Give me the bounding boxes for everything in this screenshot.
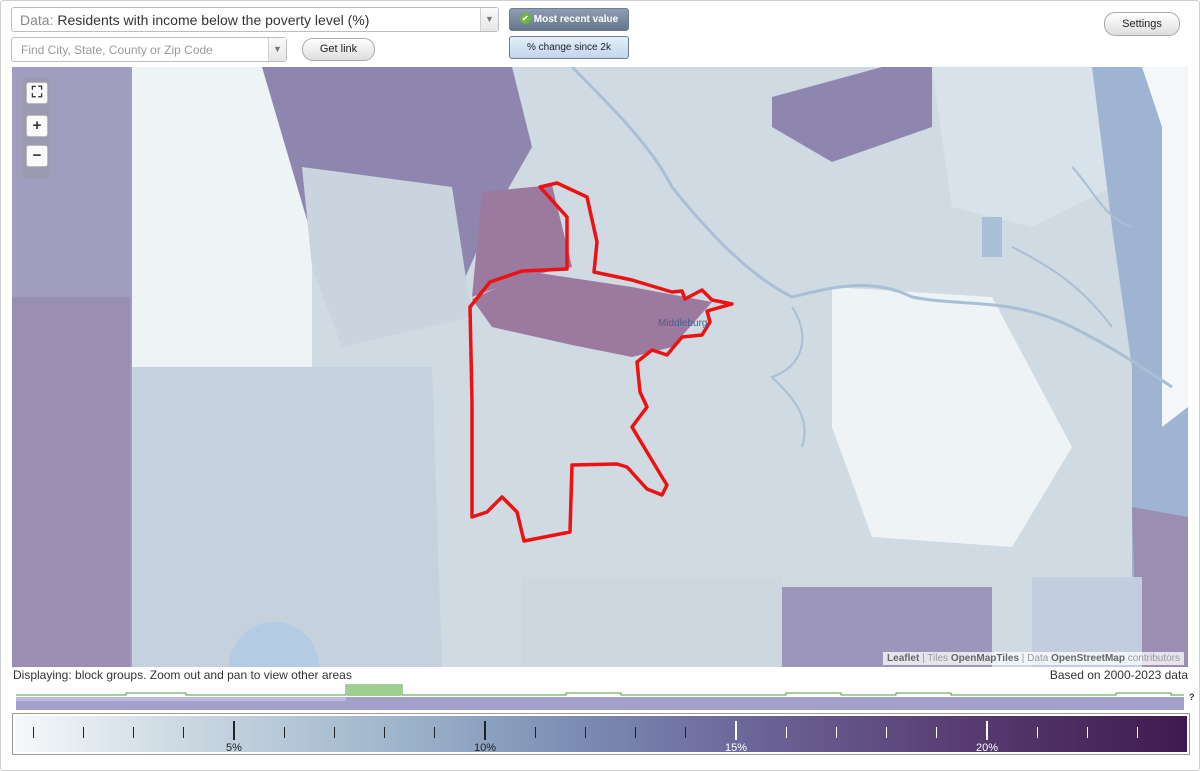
legend-tick — [635, 727, 636, 738]
most-recent-toggle[interactable]: ✔ Most recent value — [509, 8, 629, 31]
map-region[interactable] — [1142, 67, 1188, 427]
legend-tick — [986, 721, 988, 740]
legend-label: 10% — [473, 742, 497, 754]
fullscreen-icon[interactable]: ⛶ — [26, 82, 48, 104]
data-select[interactable]: Data: Residents with income below the po… — [11, 7, 499, 32]
legend-tick — [83, 727, 84, 738]
selected-area-boundary[interactable] — [468, 181, 734, 543]
legend-label: 5% — [226, 742, 242, 754]
settings-button[interactable]: Settings — [1104, 12, 1180, 36]
leaflet-link[interactable]: Leaflet — [887, 653, 920, 664]
zoom-in-button[interactable]: + — [26, 115, 48, 137]
data-select-label: Data: Residents with income below the po… — [20, 12, 370, 28]
legend-tick — [535, 727, 536, 738]
legend-label: 15% — [724, 742, 748, 754]
search-input[interactable] — [13, 39, 271, 60]
legend-tick — [1037, 727, 1038, 738]
openmaptiles-link[interactable]: OpenMapTiles — [950, 653, 1019, 664]
zoom-control: ⛶ + − — [22, 77, 50, 179]
pct-change-toggle[interactable]: % change since 2k — [509, 36, 629, 59]
legend-tick — [786, 727, 787, 738]
place-label: Middleburg — [658, 318, 708, 329]
creek — [1071, 166, 1133, 228]
legend-tick — [585, 727, 586, 738]
openstreetmap-link[interactable]: OpenStreetMap — [1051, 653, 1125, 664]
help-icon[interactable]: ? — [1189, 692, 1195, 702]
map-region[interactable] — [772, 67, 932, 162]
choropleth-map — [12, 67, 1188, 667]
map-region[interactable] — [1132, 507, 1188, 667]
pond — [982, 217, 1002, 257]
map-region[interactable] — [302, 167, 472, 347]
legend-tick — [233, 721, 235, 740]
river — [570, 67, 1173, 389]
map-view[interactable]: Middleburg ⛶ + − Leaflet | Tiles OpenMap… — [12, 67, 1188, 667]
map-region[interactable] — [12, 297, 130, 667]
legend-label: 20% — [975, 742, 999, 754]
map-region[interactable] — [132, 67, 312, 367]
map-region[interactable] — [832, 287, 1072, 547]
legend-tick — [434, 727, 435, 738]
map-region[interactable] — [522, 577, 782, 667]
data-range-note: Based on 2000-2023 data — [1049, 668, 1188, 682]
value-histogram — [16, 684, 1184, 710]
map-region[interactable] — [472, 272, 712, 357]
legend-tick — [685, 727, 686, 738]
legend-tick — [284, 727, 285, 738]
legend-tick — [384, 727, 385, 738]
check-icon: ✔ — [519, 13, 531, 24]
legend-tick — [334, 727, 335, 738]
map-attribution: Leaflet | Tiles OpenMapTiles | Data Open… — [883, 652, 1184, 665]
legend-tick — [735, 721, 737, 740]
legend-tick — [484, 721, 486, 740]
creek — [770, 306, 806, 448]
creek — [1011, 246, 1113, 328]
map-region[interactable] — [1032, 577, 1142, 667]
chevron-down-icon[interactable]: ▼ — [268, 38, 286, 61]
location-search[interactable]: ▼ — [11, 37, 287, 62]
legend-tick — [1087, 727, 1088, 738]
legend-tick — [1137, 727, 1138, 738]
legend-tick — [133, 727, 134, 738]
zoom-out-button[interactable]: − — [26, 145, 48, 167]
chevron-down-icon[interactable]: ▼ — [480, 8, 498, 31]
map-region[interactable] — [132, 367, 442, 667]
map-lake — [229, 622, 319, 667]
legend-tick — [836, 727, 837, 738]
color-legend: 5% 10% 15% 20% — [12, 713, 1190, 755]
legend-tick — [936, 727, 937, 738]
display-status: Displaying: block groups. Zoom out and p… — [13, 668, 352, 682]
legend-tick — [183, 727, 184, 738]
legend-tick — [886, 727, 887, 738]
legend-gradient: 5% 10% 15% 20% — [15, 716, 1187, 754]
get-link-button[interactable]: Get link — [302, 38, 375, 61]
legend-tick — [33, 727, 34, 738]
map-region[interactable] — [932, 67, 1112, 227]
